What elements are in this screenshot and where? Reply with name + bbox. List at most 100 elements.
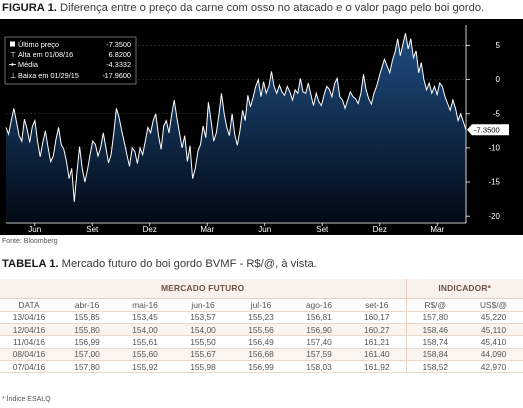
table-cell: 155,80 — [58, 323, 116, 337]
table-cell: 156,90 — [290, 323, 348, 337]
legend-value-low: -17.9600 — [102, 71, 131, 80]
table-cell: 161,92 — [348, 360, 406, 374]
x-tick-label: Dez — [143, 225, 157, 234]
table-cell: 157,80 — [405, 311, 464, 324]
table-cell: 157,80 — [58, 360, 116, 374]
figure-label: FIGURA 1. — [2, 2, 57, 14]
last-price-tag-shape — [467, 124, 509, 136]
legend-value-high: 6.8200 — [109, 50, 131, 59]
table-row: 08/04/16 157,00 155,60 155,67 156,68 157,59 16… — [0, 348, 523, 362]
table-cell: 157,59 — [290, 348, 348, 362]
col-header: US$/@ — [464, 298, 523, 312]
table-cell: 161,40 — [348, 348, 406, 362]
table-cell: 157,00 — [58, 348, 116, 362]
col-header: ago-16 — [290, 298, 348, 312]
group-indicador: INDICADOR* — [405, 279, 523, 299]
chart: 5 0 -5 -10 -15 -20 Jun Set Dez Mar Jun Set Dez Mar Ú… — [0, 19, 523, 235]
legend-marker-avg-dot — [11, 63, 14, 66]
group-mercado-futuro: MERCADO FUTURO — [0, 279, 406, 299]
table-cell: 45,410 — [464, 335, 523, 349]
table-cell: 153,57 — [174, 311, 232, 324]
col-header: mai-16 — [116, 298, 174, 312]
x-tick-label: Mar — [200, 225, 214, 234]
legend-label-last: Último preço — [18, 40, 59, 49]
figure-source: Fonte: Bloomberg — [2, 238, 58, 245]
table-cell: 155,23 — [232, 311, 290, 324]
table-cell: 42,970 — [464, 360, 523, 374]
table-cell: 155,56 — [232, 323, 290, 337]
table-row: 07/04/16 157,80 155,92 155,98 156,99 158,03 16… — [0, 360, 523, 374]
x-tick-label: Set — [86, 225, 99, 234]
table-cell: 156,99 — [58, 335, 116, 349]
y-axis: 5 0 -5 -10 -15 -20 — [465, 25, 501, 223]
y-tick-label: -10 — [488, 143, 500, 152]
legend-label-high: Alta em 01/08/16 — [18, 50, 73, 59]
table-cell: 155,61 — [116, 335, 174, 349]
y-tick-label: -15 — [488, 178, 500, 187]
col-header: DATA — [0, 298, 58, 312]
table-cell: 155,98 — [174, 360, 232, 374]
table-title: TABELA 1. Mercado futuro do boi gordo BV… — [2, 258, 317, 270]
table-footnote: * Índice ESALQ — [2, 396, 51, 403]
table-cell: 158,74 — [405, 335, 464, 349]
legend: Último preço -7.3500 ⊤ Alta em 01/08/16 … — [4, 36, 137, 85]
x-tick-label: Dez — [373, 225, 387, 234]
table-cell: 08/04/16 — [0, 348, 58, 362]
table-row: 12/04/16 155,80 154,00 154,00 155,56 156,90 16… — [0, 323, 523, 337]
last-price-tag: -7.3500 — [467, 124, 509, 136]
table-title-text: Mercado futuro do boi gordo BVMF - R$/@,… — [61, 258, 317, 270]
y-tick-label: -20 — [488, 212, 500, 221]
table-cell: 12/04/16 — [0, 323, 58, 337]
legend-value-avg: -4.3332 — [106, 60, 131, 69]
col-header: abr-16 — [58, 298, 116, 312]
table-row: 13/04/16 155,85 153,45 153,57 155,23 156,81 16… — [0, 311, 523, 324]
legend-label-avg: Média — [18, 60, 39, 69]
x-axis: Jun Set Dez Mar Jun Set Dez Mar — [6, 222, 466, 234]
table-cell: 13/04/16 — [0, 311, 58, 324]
y-tick-label: 5 — [496, 41, 501, 50]
table-cell: 154,00 — [174, 323, 232, 337]
area-fill — [6, 33, 466, 224]
table-cell: 158,84 — [405, 348, 464, 362]
x-tick-label: Jun — [28, 225, 41, 234]
table-cell: 155,50 — [174, 335, 232, 349]
col-header: set-16 — [348, 298, 406, 312]
col-header: R$/@ — [405, 298, 464, 312]
futures-table: MERCADO FUTURO INDICADOR* DATA abr-16 ma… — [0, 279, 523, 374]
legend-label-low: Baixa em 01/29/15 — [18, 71, 79, 80]
table-cell: 11/04/16 — [0, 335, 58, 349]
legend-marker-high: ⊤ — [10, 50, 16, 59]
figure-title-text: Diferença entre o preço da carne com oss… — [60, 2, 485, 14]
table-cell: 156,99 — [232, 360, 290, 374]
table-cell: 157,40 — [290, 335, 348, 349]
table-cell: 155,60 — [116, 348, 174, 362]
col-header: jun-16 — [174, 298, 232, 312]
legend-swatch-last — [10, 41, 15, 47]
table-cell: 156,49 — [232, 335, 290, 349]
table-column-header: DATA abr-16 mai-16 jun-16 jul-16 ago-16 … — [0, 298, 523, 312]
table-cell: 158,46 — [405, 323, 464, 337]
table-cell: 45,220 — [464, 311, 523, 324]
table-cell: 45,110 — [464, 323, 523, 337]
table-cell: 153,45 — [116, 311, 174, 324]
table-group-header: MERCADO FUTURO INDICADOR* — [0, 279, 523, 299]
table-cell: 44,090 — [464, 348, 523, 362]
legend-value-last: -7.3500 — [106, 40, 131, 49]
table-cell: 160,17 — [348, 311, 406, 324]
x-tick-label: Jun — [258, 225, 271, 234]
table-cell: 156,81 — [290, 311, 348, 324]
y-tick-label: 0 — [496, 75, 501, 84]
table-cell: 07/04/16 — [0, 360, 58, 374]
figure-title: FIGURA 1. Diferença entre o preço da car… — [2, 2, 484, 14]
table-cell: 156,68 — [232, 348, 290, 362]
price-line — [5, 33, 467, 202]
table-cell: 158,52 — [405, 360, 464, 374]
table-cell: 155,85 — [58, 311, 116, 324]
y-tick-label: -5 — [493, 109, 501, 118]
col-header: jul-16 — [232, 298, 290, 312]
chart-svg: 5 0 -5 -10 -15 -20 Jun Set Dez Mar Jun Set Dez Mar Ú… — [4, 25, 509, 234]
table-label: TABELA 1. — [2, 258, 59, 270]
table-cell: 155,92 — [116, 360, 174, 374]
table-cell: 155,67 — [174, 348, 232, 362]
last-price-label: -7.3500 — [474, 126, 500, 135]
